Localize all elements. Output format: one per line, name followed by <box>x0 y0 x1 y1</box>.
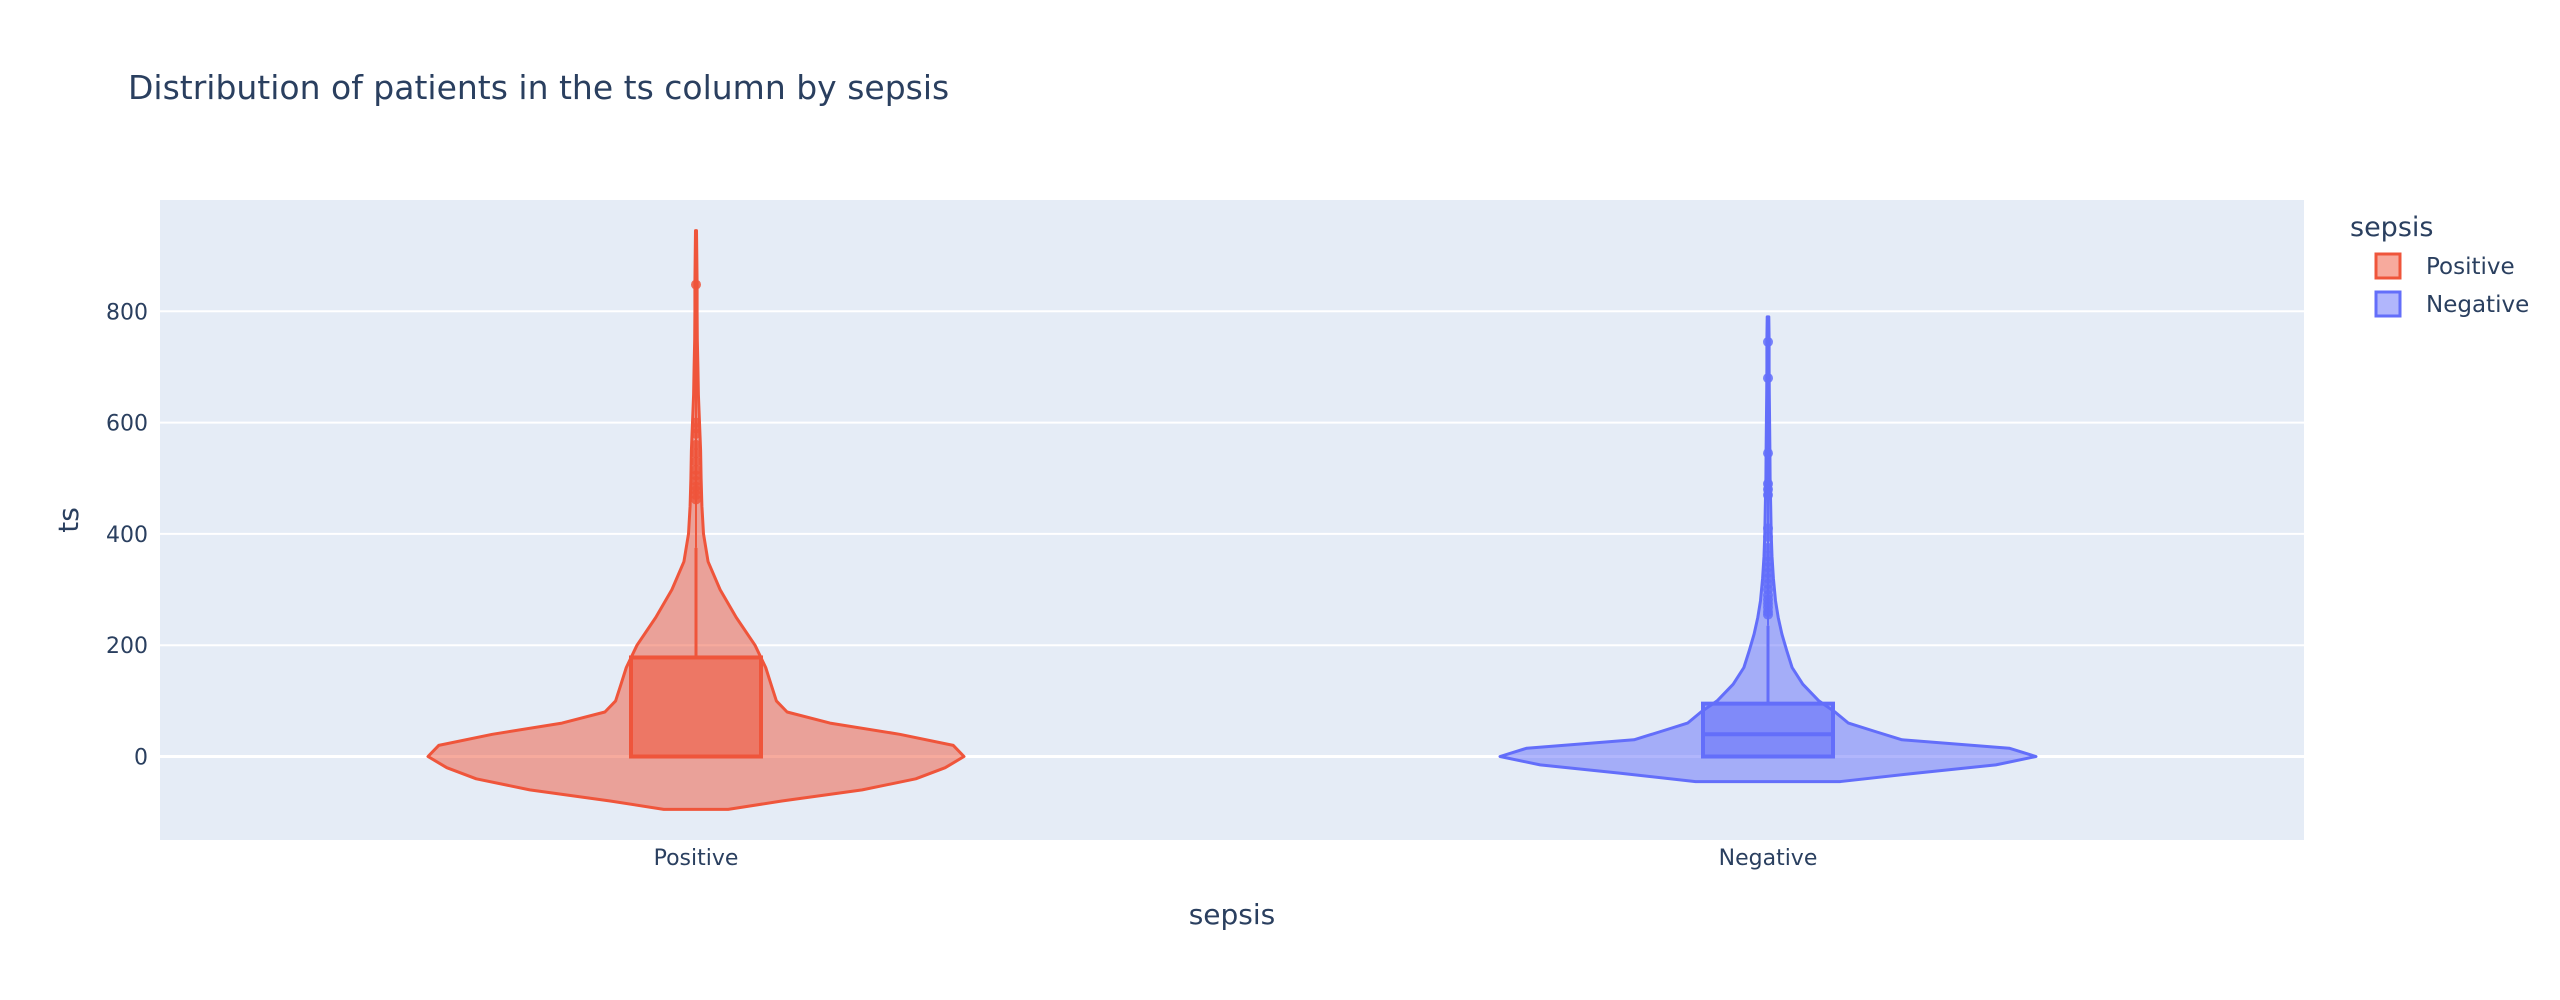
legend-title: sepsis <box>2350 212 2433 243</box>
legend[interactable]: sepsis Positive Negative <box>2350 212 2529 318</box>
outlier-point <box>1763 523 1773 534</box>
y-tick-label: 400 <box>106 523 148 548</box>
legend-item-positive[interactable]: Positive <box>2374 252 2515 280</box>
outlier-point <box>1763 609 1773 620</box>
legend-label: Positive <box>2426 254 2515 280</box>
y-axis-ticks: 0 200 400 600 800 <box>106 300 148 770</box>
x-tick-label: Positive <box>654 846 739 871</box>
violin-traces <box>426 229 2038 811</box>
outlier-point <box>1763 336 1773 347</box>
y-tick-label: 0 <box>134 746 148 771</box>
legend-swatch <box>2374 252 2402 280</box>
box-iqr <box>1701 701 1835 759</box>
x-axis-ticks: Positive Negative <box>654 846 1818 871</box>
x-axis-title: sepsis <box>1189 898 1276 931</box>
outlier-point <box>691 439 701 450</box>
legend-label: Negative <box>2426 292 2529 318</box>
y-tick-label: 200 <box>106 634 148 659</box>
y-tick-label: 600 <box>106 412 148 437</box>
outlier-point <box>1763 531 1773 542</box>
outlier-point <box>691 279 701 290</box>
violin-negative <box>1498 315 2038 784</box>
outlier-point <box>1763 373 1773 384</box>
y-tick-label: 800 <box>106 300 148 325</box>
x-tick-label: Negative <box>1719 846 1818 871</box>
legend-swatch <box>2374 290 2402 318</box>
chart-title: Distribution of patients in the ts colum… <box>128 68 949 107</box>
outlier-point <box>691 448 701 459</box>
box-iqr <box>629 655 763 759</box>
outlier-point <box>1763 542 1773 553</box>
outlier-point <box>691 456 701 467</box>
outlier-point <box>691 428 701 439</box>
outlier-point <box>691 494 701 505</box>
outlier-point <box>1763 489 1773 500</box>
outlier-point <box>1763 448 1773 459</box>
legend-item-negative[interactable]: Negative <box>2374 290 2529 318</box>
y-axis-title: ts <box>52 507 85 533</box>
violin-positive <box>426 229 966 811</box>
